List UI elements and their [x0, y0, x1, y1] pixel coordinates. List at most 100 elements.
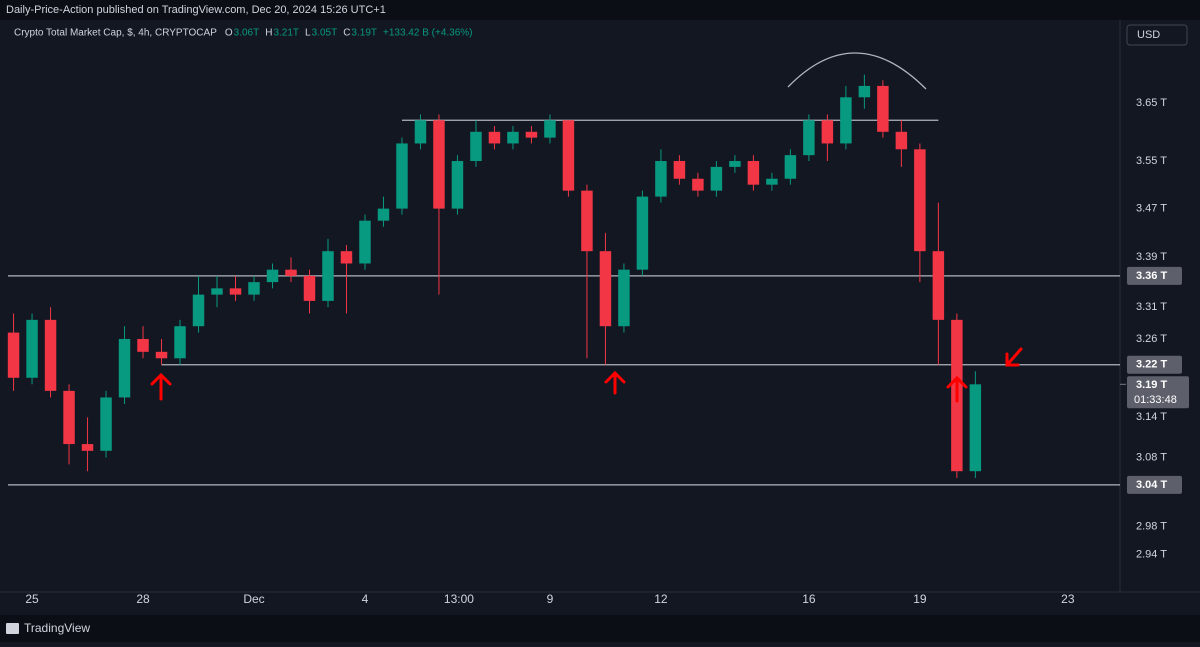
candle-body [747, 161, 760, 185]
x-tick-label: Dec [243, 592, 264, 606]
candle-body [858, 85, 871, 98]
rounding-top-arc [787, 52, 927, 90]
symbol-title: Crypto Total Market Cap, $, 4h, CRYPTOCA… [14, 28, 217, 39]
level-tag [1127, 475, 1182, 494]
x-tick-label: 4 [362, 592, 369, 606]
candle-body [377, 208, 390, 221]
x-tick-label: 9 [547, 592, 554, 606]
x-tick-label: 13:00 [444, 592, 474, 606]
x-tick-label: 16 [802, 592, 816, 606]
down-arrow [1005, 347, 1023, 367]
candle-body [544, 120, 556, 138]
candle-body [26, 319, 38, 378]
legend: Crypto Total Market Cap, $, 4h, CRYPTOCA… [14, 28, 473, 39]
y-tick-label: 3.47 T [1136, 203, 1167, 215]
candle-body [433, 120, 445, 209]
candle-body [821, 120, 834, 144]
ohlc-value: 3.06T [234, 28, 260, 39]
ohlc-key: C [343, 28, 350, 39]
candle-body [229, 288, 242, 295]
y-tick-label: 3.65 T [1136, 97, 1167, 109]
candle-body [340, 251, 353, 264]
candle-body [322, 251, 334, 301]
candle-body [303, 275, 316, 301]
candle-body [470, 131, 482, 162]
candle-body [525, 131, 538, 138]
level-tag-label: 3.22 T [1136, 359, 1167, 371]
ohlc-value: 3.05T [312, 28, 338, 39]
ohlc-key: H [265, 28, 272, 39]
candle-body [840, 97, 852, 144]
y-tick-label: 3.08 T [1136, 451, 1167, 463]
candle-body [100, 397, 112, 451]
ohlc-value: 3.19T [351, 28, 377, 39]
candle-body [562, 120, 575, 191]
footer-bar [0, 615, 1200, 642]
candle-body [63, 390, 75, 445]
arrows [150, 347, 1023, 403]
countdown: 01:33:48 [1134, 394, 1177, 406]
candle-body [895, 131, 908, 150]
candle-body [581, 190, 593, 252]
x-tick-label: 28 [136, 592, 150, 606]
level-tag-label: 3.04 T [1136, 479, 1167, 491]
candle-body [507, 131, 519, 144]
candle-body [636, 196, 649, 270]
candle-body [729, 161, 741, 167]
y-tick-label: 3.26 T [1136, 333, 1167, 345]
candle-body [44, 319, 57, 391]
logo-icon [6, 623, 19, 634]
y-tick-label: 3.39 T [1136, 251, 1167, 263]
level-tag [1127, 266, 1182, 285]
candle-body [414, 120, 427, 144]
candle-body [248, 282, 260, 295]
candle-body [359, 220, 371, 264]
up-arrow [604, 370, 626, 395]
plot-area [7, 74, 1120, 486]
currency-button[interactable] [1126, 24, 1188, 46]
candle-body [599, 251, 612, 327]
up-arrow [946, 375, 968, 403]
x-tick-label: 19 [913, 592, 927, 606]
candle-body [914, 149, 926, 252]
ohlc-key: O [225, 28, 233, 39]
publisher-header: Daily-Price-Action published on TradingV… [6, 4, 386, 16]
candle-body [7, 332, 20, 378]
y-tick-label: 2.98 T [1136, 520, 1167, 532]
x-tick-label: 25 [25, 592, 39, 606]
candle-body [784, 155, 797, 179]
candle-body [803, 120, 815, 156]
ohlc-value: 3.21T [273, 28, 299, 39]
up-arrow [150, 372, 172, 401]
level-tag-label: 3.36 T [1136, 270, 1167, 282]
candle-body [211, 288, 223, 295]
x-tick-label: 12 [654, 592, 668, 606]
candle-body [192, 294, 205, 327]
header-bar [0, 0, 1200, 20]
y-tick-label: 3.31 T [1136, 301, 1167, 313]
candle-body [766, 178, 778, 185]
candle-body [932, 251, 945, 320]
y-tick-label: 3.14 T [1136, 411, 1167, 423]
candle-body [137, 338, 149, 352]
candle-body [81, 444, 94, 451]
candle-body [118, 338, 131, 398]
footer-logo: TradingView [24, 621, 90, 635]
y-tick-label: 2.94 T [1136, 549, 1167, 561]
candle-body [488, 131, 501, 144]
candle-body [710, 166, 723, 191]
last-price-tag [1127, 376, 1189, 409]
candle-body [174, 326, 186, 359]
x-tick-label: 23 [1061, 592, 1075, 606]
candle-body [969, 384, 982, 472]
candle-body [396, 143, 408, 209]
candle-body [692, 178, 704, 191]
candle-body [266, 269, 279, 283]
last-price-label: 3.19 T [1136, 379, 1167, 391]
candle-body [655, 161, 667, 197]
candle-body [285, 269, 297, 276]
candle-body [673, 161, 686, 179]
currency-label[interactable]: USD [1137, 29, 1160, 41]
ohlc-key: L [305, 28, 311, 39]
